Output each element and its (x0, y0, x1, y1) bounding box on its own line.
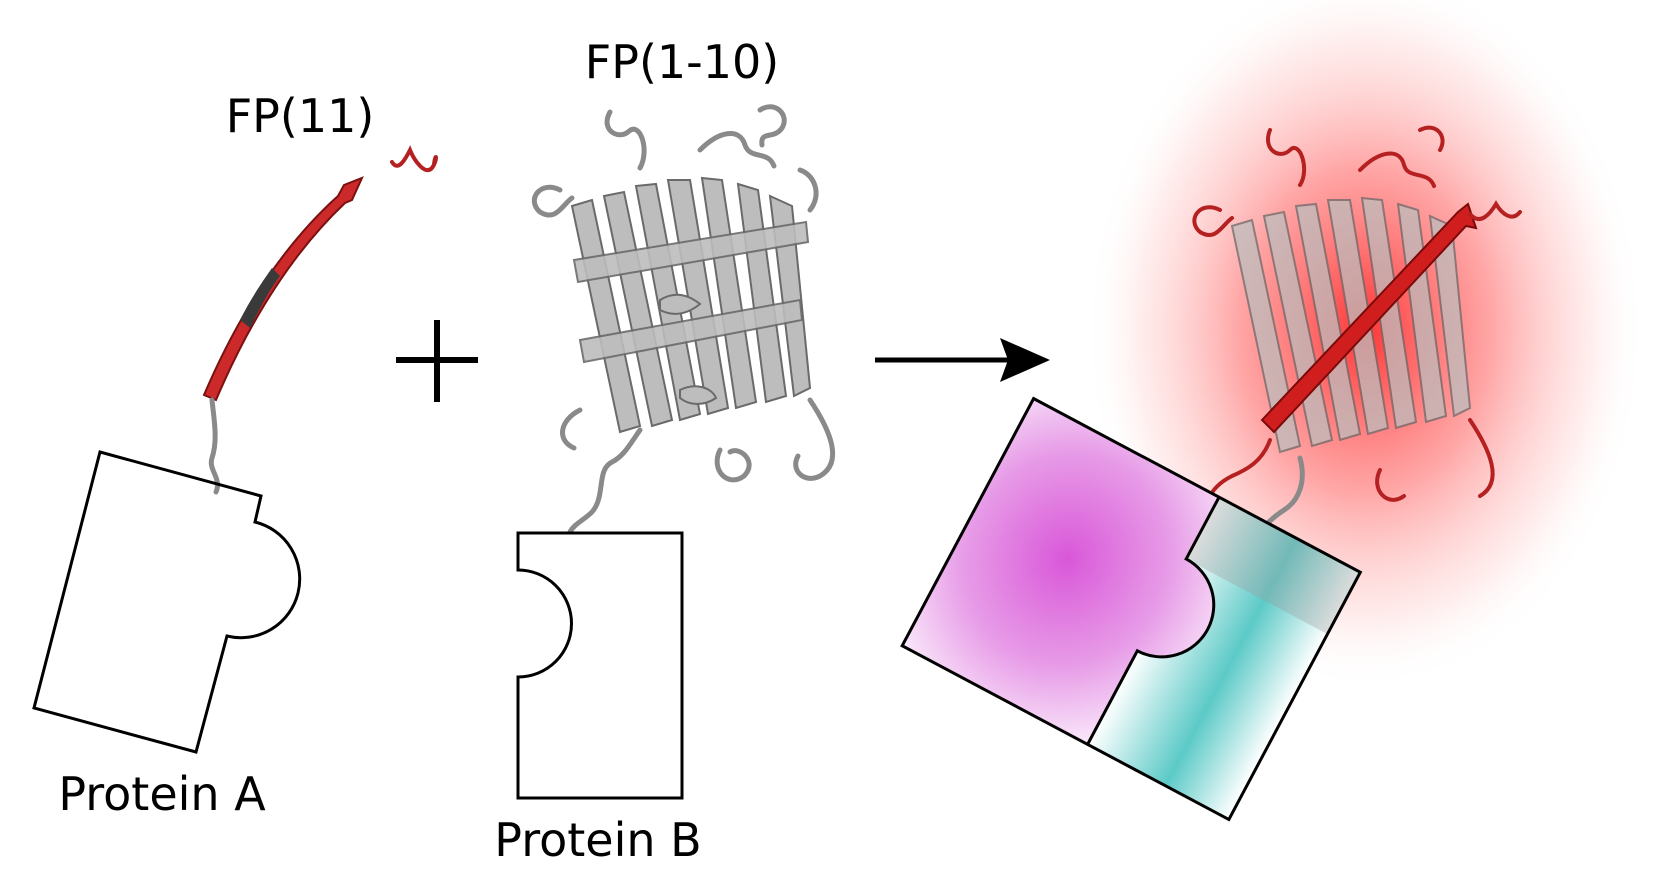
protein-complex-block (900, 396, 1363, 822)
reconstituted-fp-barrel-icon (1192, 125, 1522, 533)
protein-b-block (516, 531, 684, 800)
protein-a-label: Protein A (58, 767, 266, 821)
fp110-group: FP(1-10) (494, 35, 836, 867)
right-arrow-icon (875, 338, 1050, 382)
fp11-group: FP(11) Protein A (32, 89, 438, 821)
protein-b-label: Protein B (494, 813, 701, 867)
protein-a-block (32, 450, 302, 754)
fp11-label: FP(11) (226, 89, 375, 143)
fp110-barrel-icon (532, 104, 836, 535)
complex-group (900, 0, 1645, 822)
fp11-strand-icon (202, 145, 438, 495)
plus-sign-icon (396, 320, 478, 402)
fp110-label: FP(1-10) (585, 35, 780, 89)
